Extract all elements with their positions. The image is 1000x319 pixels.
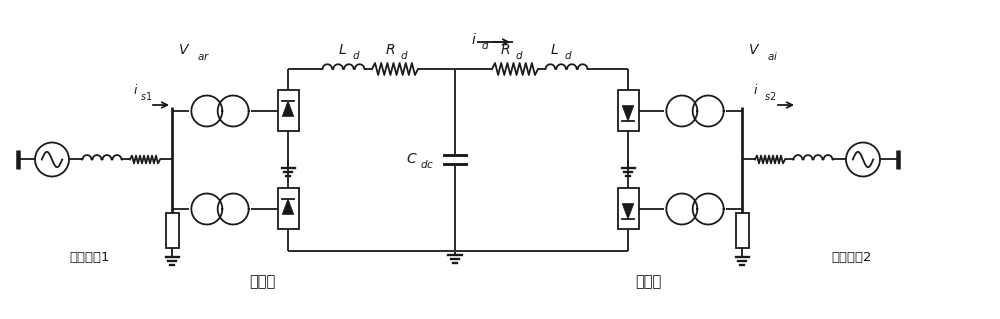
- Text: $ai$: $ai$: [767, 50, 778, 62]
- Text: $C$: $C$: [406, 152, 418, 166]
- Text: $i$: $i$: [471, 32, 477, 47]
- Text: $s1$: $s1$: [140, 90, 152, 102]
- Text: $dc$: $dc$: [420, 158, 434, 170]
- Bar: [618, 189, 639, 229]
- Text: $d$: $d$: [481, 39, 490, 51]
- Text: $L$: $L$: [550, 43, 559, 57]
- Text: 逆变侧: 逆变侧: [635, 274, 661, 289]
- Bar: [736, 213, 748, 248]
- Bar: [618, 91, 639, 131]
- Bar: [166, 213, 178, 248]
- Text: $V$: $V$: [178, 43, 190, 57]
- Text: $L$: $L$: [338, 43, 347, 57]
- Bar: [278, 189, 298, 229]
- Text: $d$: $d$: [564, 49, 573, 61]
- Text: $d$: $d$: [400, 49, 409, 61]
- Text: $V$: $V$: [748, 43, 760, 57]
- Text: 整流侧: 整流侧: [249, 274, 275, 289]
- Text: 交流系统1: 交流系统1: [70, 251, 110, 264]
- Text: $i$: $i$: [133, 83, 138, 97]
- Text: $d$: $d$: [352, 49, 361, 61]
- Text: $i$: $i$: [753, 83, 758, 97]
- Bar: [278, 91, 298, 131]
- Text: 交流系统2: 交流系统2: [832, 251, 872, 264]
- Text: $d$: $d$: [515, 49, 524, 61]
- Text: $ar$: $ar$: [197, 51, 210, 62]
- Text: $R$: $R$: [385, 43, 395, 57]
- Polygon shape: [622, 204, 634, 219]
- Polygon shape: [622, 106, 634, 121]
- Polygon shape: [282, 101, 294, 116]
- Text: $s2$: $s2$: [764, 90, 776, 102]
- Text: $R$: $R$: [500, 43, 510, 57]
- Polygon shape: [282, 199, 294, 214]
